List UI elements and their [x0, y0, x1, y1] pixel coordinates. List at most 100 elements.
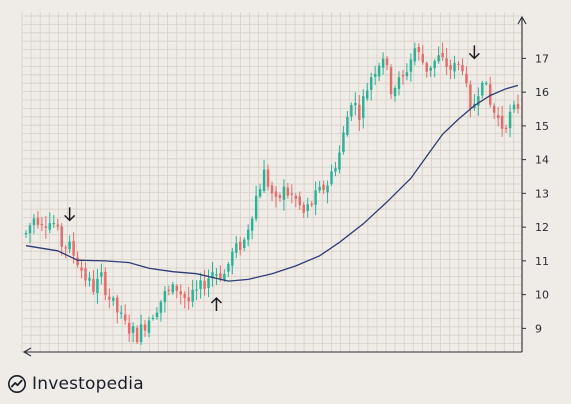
- candles: [24, 42, 520, 346]
- candle-body: [36, 217, 40, 225]
- candle-body: [147, 320, 151, 333]
- arrow-up-head: [210, 296, 222, 304]
- candle-body: [516, 103, 520, 109]
- candle-body: [401, 75, 405, 77]
- candle-body: [441, 52, 444, 58]
- arrow-down-head: [64, 214, 76, 222]
- candle-body: [108, 296, 111, 300]
- y-tick-label: 10: [535, 289, 549, 302]
- candle-body: [393, 87, 397, 97]
- candle-body: [469, 84, 472, 109]
- candle-body: [461, 64, 464, 72]
- candle-body: [421, 54, 425, 63]
- candle-body: [183, 294, 186, 299]
- moving-average-line: [25, 84, 519, 282]
- candle-body: [227, 264, 230, 272]
- candle-body: [159, 301, 163, 313]
- candle-body: [28, 225, 32, 234]
- candle-body: [235, 243, 238, 253]
- brand: Investopedia: [8, 370, 144, 398]
- candle-body: [465, 73, 468, 84]
- candle-body: [504, 127, 508, 130]
- candle-body: [167, 289, 171, 292]
- candle-body: [397, 77, 401, 89]
- moving-average: [25, 84, 519, 282]
- candle-body: [286, 187, 290, 196]
- candle-body: [381, 58, 385, 68]
- candle-body: [350, 104, 353, 117]
- candle-body: [425, 62, 428, 72]
- candle-body: [96, 278, 99, 294]
- candle-body: [429, 67, 432, 71]
- candle-body: [314, 190, 317, 205]
- candle-body: [385, 58, 389, 66]
- candle-body: [56, 224, 59, 227]
- candle-body: [500, 115, 504, 129]
- candle-body: [358, 104, 361, 120]
- candle-body: [187, 297, 190, 302]
- candle-body: [453, 62, 456, 72]
- candle-body: [131, 326, 135, 333]
- candle-body: [290, 193, 294, 195]
- axes: [22, 15, 527, 357]
- candle-body: [127, 322, 131, 334]
- y-tick-label: 9: [535, 322, 542, 335]
- candle-body: [175, 285, 179, 291]
- candle-body: [179, 291, 182, 295]
- x-axis-arrowhead: [22, 347, 32, 357]
- brand-name: Investopedia: [32, 374, 144, 394]
- candle-body: [143, 324, 147, 331]
- annotation-arrows: [64, 45, 480, 311]
- candle-body: [139, 324, 143, 342]
- candle-body: [100, 272, 103, 277]
- candle-body: [508, 111, 512, 129]
- candle-body: [151, 317, 155, 320]
- candle-body: [373, 73, 377, 77]
- candle-body: [369, 77, 373, 90]
- candle-body: [171, 284, 175, 293]
- candle-body: [389, 67, 393, 95]
- candle-body: [219, 273, 222, 279]
- candle-body: [298, 196, 302, 206]
- candle-body: [199, 280, 202, 290]
- candle-body: [116, 297, 119, 313]
- candle-body: [417, 46, 421, 53]
- candle-body: [135, 327, 139, 343]
- candle-body: [306, 204, 309, 211]
- candle-body: [365, 90, 369, 99]
- candle-body: [250, 218, 254, 231]
- candle-body: [72, 241, 75, 256]
- candle-body: [223, 273, 226, 281]
- candle-body: [191, 289, 194, 302]
- candle-body: [207, 278, 210, 288]
- candle-body: [457, 63, 460, 65]
- candle-body: [32, 218, 36, 225]
- candle-body: [488, 84, 492, 105]
- candle-body: [496, 115, 500, 119]
- candle-body: [334, 168, 337, 172]
- candle-body: [92, 278, 95, 292]
- candle-body: [310, 203, 313, 205]
- candle-body: [155, 312, 159, 318]
- candle-body: [338, 152, 341, 170]
- candle-body: [318, 186, 321, 191]
- candle-body: [242, 239, 246, 249]
- candle-body: [52, 222, 56, 225]
- candle-body: [270, 185, 274, 194]
- candle-body: [282, 186, 286, 200]
- candle-body: [449, 64, 452, 70]
- candle-body: [445, 58, 448, 67]
- candle-body: [481, 82, 484, 96]
- candle-body: [84, 268, 87, 281]
- candle-body: [112, 297, 115, 301]
- candle-body: [119, 312, 123, 314]
- candle-body: [76, 257, 79, 266]
- y-tick-label: 12: [535, 221, 549, 234]
- candle-body: [203, 280, 206, 289]
- candle-body: [40, 223, 44, 226]
- candle-body: [48, 223, 52, 230]
- candle-body: [68, 241, 71, 250]
- candle-body: [346, 117, 349, 135]
- candle-body: [326, 185, 329, 193]
